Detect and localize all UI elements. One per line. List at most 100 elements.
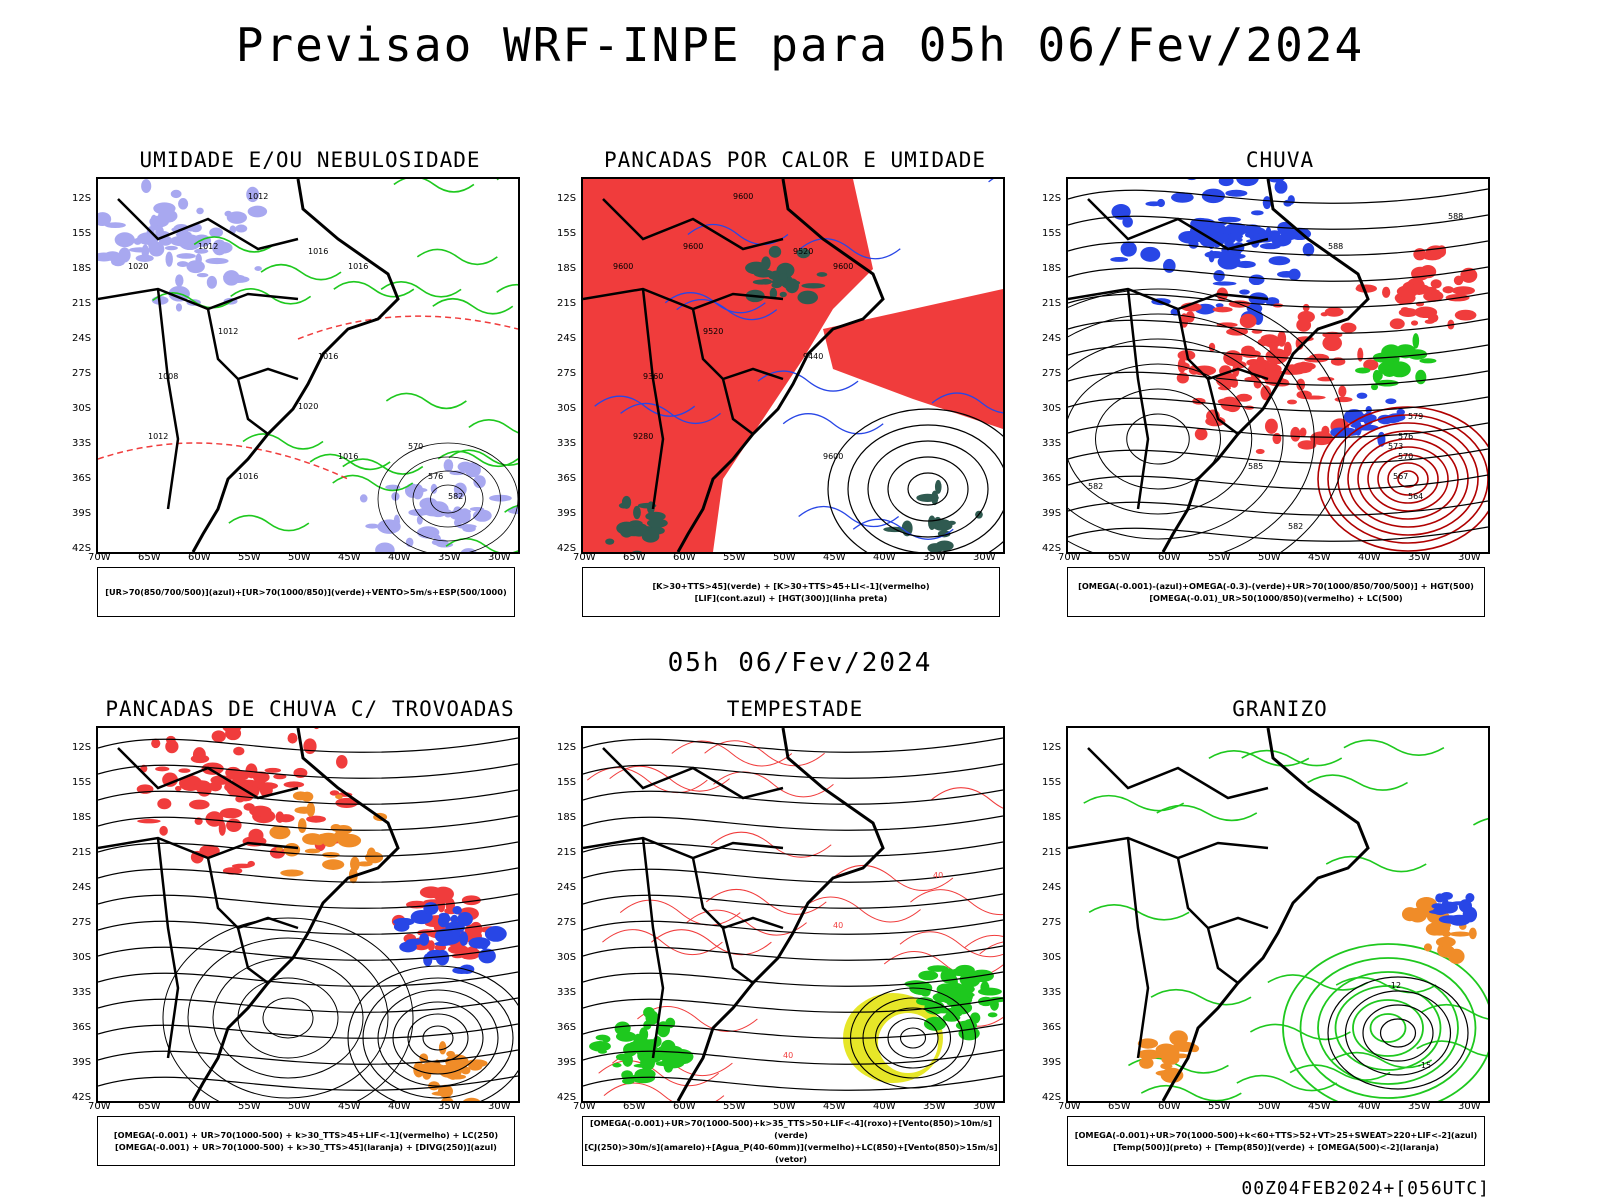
instability-area bbox=[752, 279, 772, 285]
thunderstorm-area bbox=[219, 808, 243, 819]
streamline bbox=[98, 841, 518, 857]
thunderstorm-weak-area bbox=[462, 1097, 481, 1101]
wind-850-area bbox=[954, 964, 975, 976]
lat-tick-label: 12S bbox=[1042, 193, 1062, 204]
lon-tick-label: 50W bbox=[1258, 552, 1281, 563]
rain-area bbox=[1398, 308, 1418, 317]
wind-850-area bbox=[633, 1063, 654, 1068]
streamline bbox=[98, 1023, 518, 1039]
high-humidity-area bbox=[104, 222, 126, 229]
humidity-contour bbox=[152, 292, 234, 309]
precip-water-contour bbox=[587, 767, 708, 794]
rain-area bbox=[1310, 431, 1334, 446]
instability-area bbox=[797, 290, 819, 305]
temp-850-contour bbox=[1241, 749, 1343, 767]
wind-vector bbox=[583, 893, 1003, 909]
rain-area bbox=[1357, 347, 1364, 362]
humidity-contour bbox=[260, 263, 342, 281]
instability-area bbox=[769, 287, 778, 300]
legend-chuva: [OMEGA(-0.001)-(azul)+OMEGA(-0.3)-(verde… bbox=[1067, 567, 1485, 617]
legend-line: [OMEGA(-0.001)+UR>70(1000-500)+k>35_TTS>… bbox=[589, 1118, 993, 1140]
thunderstorm-area bbox=[199, 844, 220, 857]
legend-line: [CJ(250)>30m/s](amarelo)+[Agua_P(40-60mm… bbox=[584, 1142, 998, 1164]
main-title: Previsao WRF-INPE para 05h 06/Fev/2024 bbox=[235, 18, 1365, 72]
wind-vector bbox=[583, 1049, 1003, 1065]
lon-tick-label: 35W bbox=[438, 1101, 461, 1112]
lon-tick-label: 70W bbox=[573, 552, 596, 563]
rain-area bbox=[1235, 393, 1253, 402]
height-contour bbox=[1068, 313, 1315, 552]
high-humidity-area bbox=[235, 224, 248, 233]
temp-850-contour bbox=[1317, 971, 1459, 1085]
lon-tick-label: 65W bbox=[623, 552, 646, 563]
instability-area bbox=[816, 272, 828, 277]
omega-area bbox=[1302, 243, 1315, 257]
wind-850-area bbox=[595, 1034, 610, 1041]
lat-tick-label: 27S bbox=[72, 368, 92, 379]
height-contour bbox=[1068, 363, 1253, 515]
pressure-contour bbox=[377, 442, 518, 552]
lat-tick-label: 39S bbox=[72, 1057, 92, 1068]
thunderstorm-area bbox=[306, 815, 326, 823]
lat-tick-label: 42S bbox=[557, 1092, 577, 1103]
rain-area bbox=[1283, 341, 1292, 357]
wind-850-area bbox=[643, 1007, 655, 1018]
thunderstorm-weak-area bbox=[280, 869, 304, 877]
lon-tick-label: 45W bbox=[338, 1101, 361, 1112]
lat-tick-label: 24S bbox=[72, 882, 92, 893]
country-border bbox=[1087, 198, 1269, 251]
map-svg-5: -12 -15 bbox=[1068, 728, 1488, 1101]
country-border bbox=[156, 288, 180, 510]
instability-area bbox=[779, 291, 787, 298]
precip-water-contour bbox=[964, 935, 1003, 949]
wind-vector bbox=[583, 971, 1003, 987]
precip-water-contour bbox=[637, 1006, 758, 1032]
legend-line: [OMEGA(-0.001)-(azul)+OMEGA(-0.3)-(verde… bbox=[1078, 581, 1474, 591]
instability-area bbox=[785, 278, 799, 294]
lat-tick-label: 15S bbox=[72, 777, 92, 788]
lat-tick-label: 42S bbox=[72, 1092, 92, 1103]
country-border bbox=[1206, 927, 1239, 984]
omega-area bbox=[1171, 192, 1194, 203]
contour-label: 9280 bbox=[633, 432, 653, 441]
temp-850-contour bbox=[1208, 749, 1310, 767]
thunderstorm-weak-area bbox=[349, 856, 360, 872]
thunderstorm-area bbox=[329, 790, 340, 796]
footer-run-info: 00Z04FEB2024+[056UTC] bbox=[1241, 1178, 1490, 1199]
omega-area bbox=[1259, 242, 1281, 250]
humidity-contour bbox=[504, 504, 518, 513]
heat-convection-area bbox=[583, 179, 873, 552]
rain-area bbox=[1239, 313, 1257, 329]
thunderstorm-weak-area bbox=[446, 1050, 455, 1058]
temp-850-contour bbox=[1282, 943, 1488, 1101]
high-humidity-area bbox=[212, 239, 227, 256]
omega-area bbox=[1266, 179, 1285, 183]
temp-850-contour bbox=[1335, 976, 1437, 994]
high-humidity-area bbox=[137, 232, 159, 245]
high-humidity-area bbox=[157, 209, 178, 223]
streamline bbox=[98, 945, 518, 961]
geopotential-contour bbox=[847, 424, 1003, 552]
temp-850-contour bbox=[1088, 903, 1190, 921]
circulation-contour bbox=[422, 1025, 454, 1051]
lat-tick-label: 24S bbox=[1042, 882, 1062, 893]
thunderstorm-weak-area bbox=[314, 841, 324, 846]
thunderstorm-area bbox=[189, 799, 210, 810]
thunderstorm-area bbox=[335, 797, 358, 809]
lat-tick-label: 12S bbox=[72, 193, 92, 204]
contour-label: 582 bbox=[1088, 482, 1103, 491]
lon-tick-label: 30W bbox=[488, 1101, 511, 1112]
high-humidity-area bbox=[460, 548, 477, 552]
high-humidity-area bbox=[164, 245, 178, 251]
lon-tick-label: 60W bbox=[673, 552, 696, 563]
wind-850-area bbox=[954, 996, 973, 1005]
streamline bbox=[1068, 370, 1488, 386]
wind-vector bbox=[583, 1023, 1003, 1039]
country-border bbox=[1087, 747, 1269, 800]
lon-tick-label: 70W bbox=[1058, 1101, 1081, 1112]
low-contour bbox=[1377, 454, 1439, 504]
country-border bbox=[98, 836, 299, 860]
omega-500-area bbox=[1155, 1054, 1168, 1059]
country-border bbox=[1176, 857, 1269, 930]
omega-area bbox=[1187, 179, 1197, 181]
